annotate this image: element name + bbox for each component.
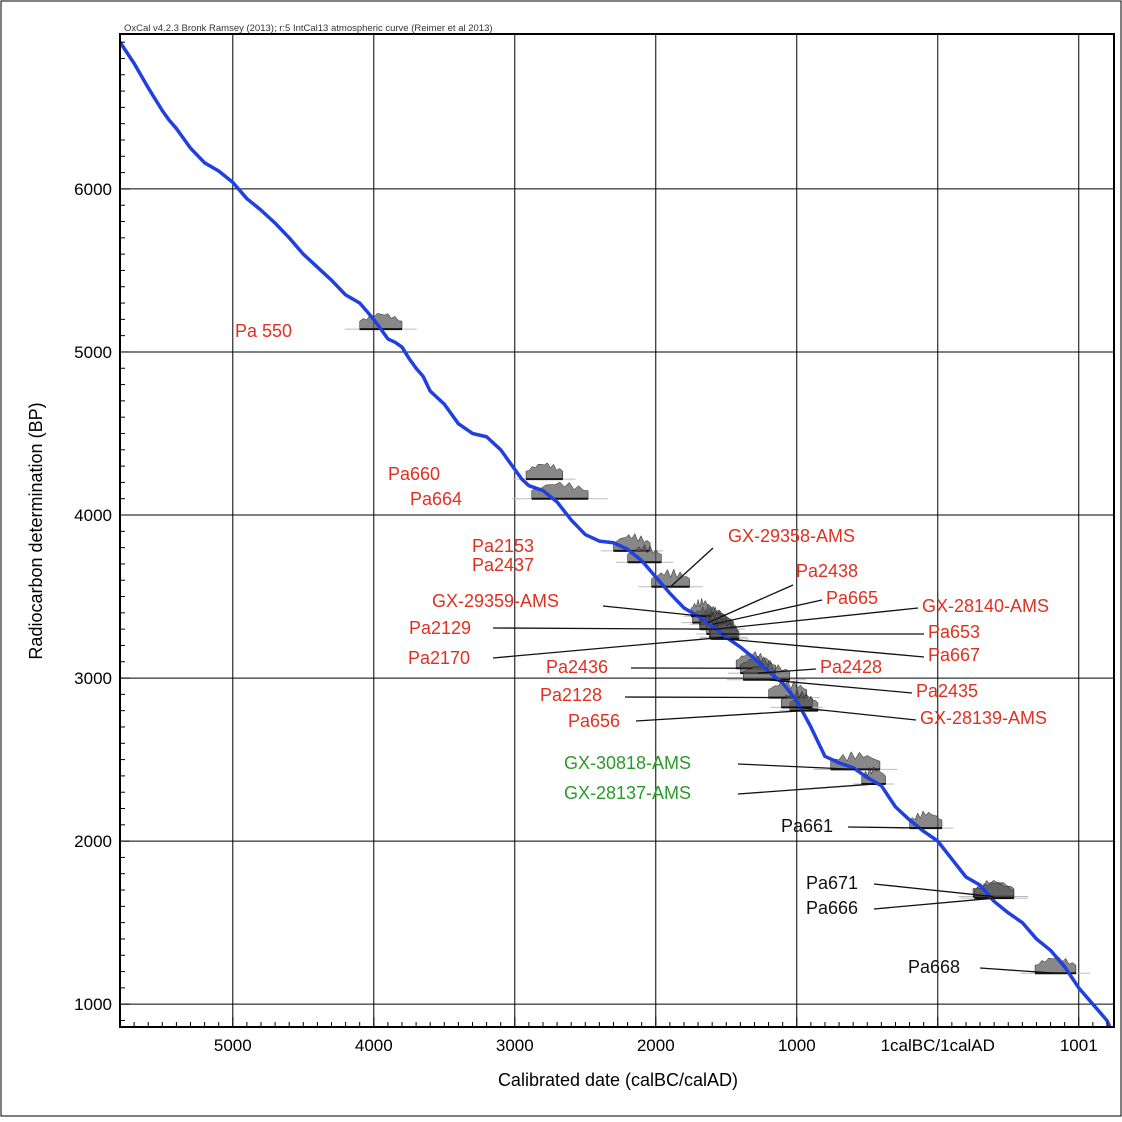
y-axis-label: Radiocarbon determination (BP) bbox=[26, 402, 46, 659]
sample-label: Pa2129 bbox=[409, 618, 471, 638]
sample-label: GX-28139-AMS bbox=[920, 708, 1047, 728]
x-tick-label: 1000 bbox=[778, 1036, 816, 1055]
sample-label: Pa666 bbox=[806, 898, 858, 918]
x-tick-label: 3000 bbox=[496, 1036, 534, 1055]
y-tick-label: 6000 bbox=[74, 180, 112, 199]
sample-label: Pa671 bbox=[806, 873, 858, 893]
y-tick-label: 5000 bbox=[74, 343, 112, 362]
sample-label: Pa2438 bbox=[796, 561, 858, 581]
sample-label: Pa2436 bbox=[546, 657, 608, 677]
sample-label: Pa667 bbox=[928, 645, 980, 665]
sample-label: Pa2428 bbox=[820, 657, 882, 677]
x-tick-label: 5000 bbox=[214, 1036, 252, 1055]
sample-label: Pa2435 bbox=[916, 681, 978, 701]
x-tick-label: 1001 bbox=[1060, 1036, 1098, 1055]
y-tick-label: 3000 bbox=[74, 669, 112, 688]
sample-label: Pa665 bbox=[826, 588, 878, 608]
sample-label: Pa664 bbox=[410, 489, 462, 509]
sample-label: GX-30818-AMS bbox=[564, 753, 691, 773]
sample-label: Pa2437 bbox=[472, 555, 534, 575]
x-tick-label: 4000 bbox=[355, 1036, 393, 1055]
y-tick-label: 1000 bbox=[74, 995, 112, 1014]
sample-label: Pa668 bbox=[908, 957, 960, 977]
sample-label: Pa2170 bbox=[408, 648, 470, 668]
y-tick-label: 4000 bbox=[74, 506, 112, 525]
y-tick-label: 2000 bbox=[74, 832, 112, 851]
sample-label: Pa2153 bbox=[472, 536, 534, 556]
sample-label: Pa660 bbox=[388, 464, 440, 484]
sample-label: GX-29358-AMS bbox=[728, 526, 855, 546]
sample-label: GX-28137-AMS bbox=[564, 783, 691, 803]
sample-label: Pa661 bbox=[781, 816, 833, 836]
sample-label: GX-29359-AMS bbox=[432, 591, 559, 611]
sample-leader-line bbox=[625, 697, 788, 698]
sample-label: Pa 550 bbox=[235, 321, 292, 341]
x-axis-label: Calibrated date (calBC/calAD) bbox=[498, 1070, 738, 1090]
sample-label: GX-28140-AMS bbox=[922, 596, 1049, 616]
chart-title: OxCal v4.2.3 Bronk Ramsey (2013); r:5 In… bbox=[124, 23, 493, 34]
sample-label: Pa2128 bbox=[540, 685, 602, 705]
x-tick-label: 1calBC/1calAD bbox=[881, 1036, 995, 1055]
x-tick-label: 2000 bbox=[637, 1036, 675, 1055]
sample-label: Pa653 bbox=[928, 622, 980, 642]
sample-label: Pa656 bbox=[568, 711, 620, 731]
